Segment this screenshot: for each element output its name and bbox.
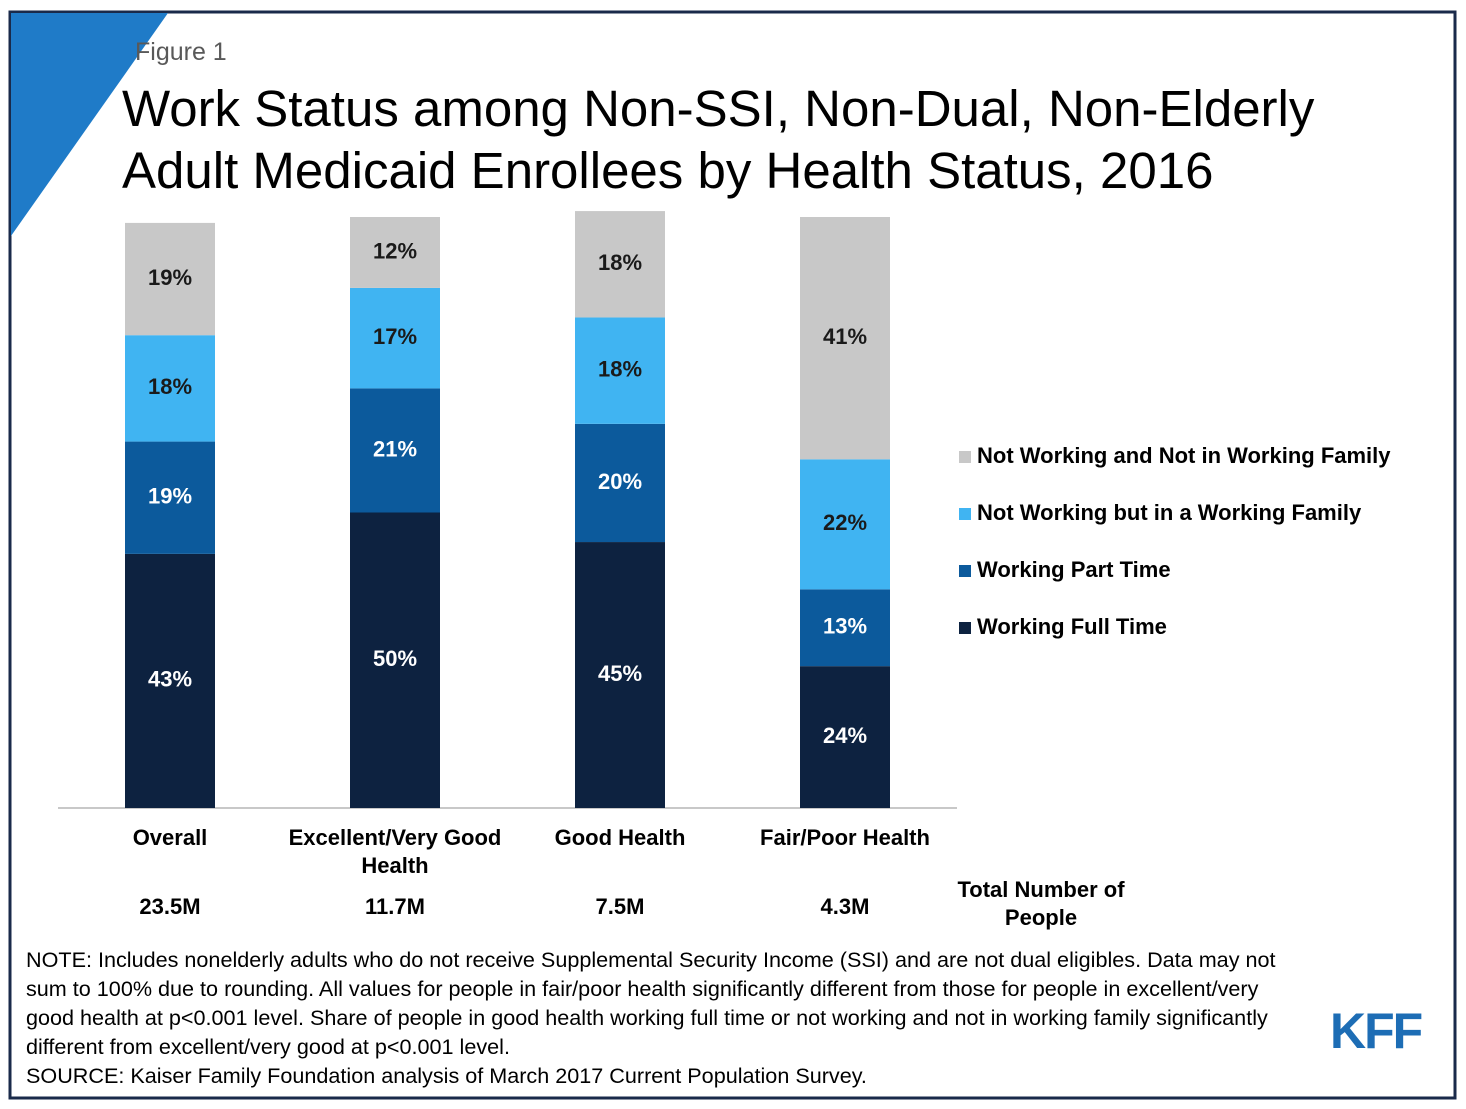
bar-segment [125, 335, 215, 442]
legend-label: Working Full Time [977, 614, 1167, 639]
x-tick-label: Overall [132, 825, 208, 850]
bar-segment [800, 589, 890, 667]
bar-segment [800, 666, 890, 808]
x-tick-label: Excellent/Very Good Health [288, 825, 502, 878]
bar-segment [800, 217, 890, 460]
bar-segment [125, 222, 215, 336]
chart-title: Work Status among Non-SSI, Non-Dual, Non… [122, 80, 1315, 199]
data-label: 17% [373, 324, 417, 349]
legend-swatch [959, 565, 971, 577]
legend-label: Not Working and Not in Working Family [977, 443, 1391, 468]
legend-label: Not Working but in a Working Family [977, 500, 1362, 525]
data-label: 21% [373, 436, 417, 461]
logo: KFF [1330, 1003, 1423, 1059]
data-label: 19% [148, 265, 192, 290]
x-tick-label: Good Health [554, 825, 686, 850]
figure-label: Figure 1 [135, 38, 227, 66]
bar-segment [800, 459, 890, 590]
data-label: 50% [373, 646, 417, 671]
data-label: 20% [598, 469, 642, 494]
data-label: 41% [823, 324, 867, 349]
bar-segment [350, 512, 440, 808]
bar-segment [575, 211, 665, 318]
notes: NOTE: Includes nonelderly adults who do … [26, 945, 1301, 1090]
total-label: 4.3M [820, 894, 870, 919]
total-label: 11.7M [365, 894, 425, 919]
data-label: 22% [823, 510, 867, 535]
note: NOTE: Includes nonelderly adults who do … [26, 947, 1276, 1059]
data-label: 18% [598, 356, 642, 381]
bar-segment [125, 553, 215, 808]
bar-segment [575, 317, 665, 424]
data-label: 45% [598, 661, 642, 686]
source: SOURCE: Kaiser Family Foundation analysi… [26, 1063, 867, 1088]
bar-segment [575, 542, 665, 808]
total-label: 7.5M [595, 894, 645, 919]
bar-segment [350, 217, 440, 288]
bar-segment [575, 423, 665, 543]
bar-segment [350, 388, 440, 513]
legend-label: Working Part Time [977, 557, 1171, 582]
totals-label: Total Number of People [957, 877, 1125, 930]
data-label: 24% [823, 723, 867, 748]
data-label: 18% [598, 250, 642, 275]
legend-swatch [959, 622, 971, 634]
bar-segment [350, 287, 440, 389]
data-label: 13% [823, 614, 867, 639]
legend-swatch [959, 508, 971, 520]
x-tick-label: Fair/Poor Health [760, 825, 930, 850]
legend-swatch [959, 451, 971, 463]
total-label: 23.5M [139, 894, 201, 919]
data-label: 43% [148, 667, 192, 692]
frame [8, 10, 1457, 1100]
corner-triangle [11, 13, 168, 236]
data-label: 12% [373, 238, 417, 263]
bar-segment [125, 441, 215, 554]
data-label: 19% [148, 484, 192, 509]
data-label: 18% [148, 374, 192, 399]
